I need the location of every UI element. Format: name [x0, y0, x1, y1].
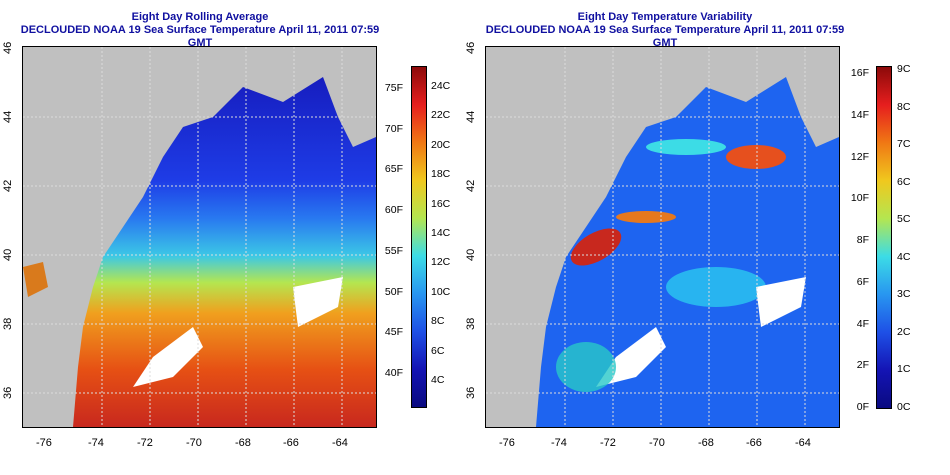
right-title-line1: Eight Day Temperature Variability [577, 11, 753, 23]
left-colorbar-c-label: 24C [431, 80, 451, 92]
right-colorbar-f-label: 4F [856, 317, 869, 330]
lat-tick: 38 [465, 317, 477, 330]
right-colorbar-f-label: 8F [856, 234, 869, 246]
left-colorbar-c-label: 6C [431, 344, 445, 357]
lon-tick: -66 [746, 437, 762, 449]
right-colorbar-f-label: 6F [856, 275, 869, 288]
lon-tick: -76 [36, 437, 52, 449]
lon-tick: -72 [137, 437, 153, 449]
right-colorbar-c-label: 6C [897, 175, 911, 188]
right-colorbar-f-label: 12F [850, 150, 869, 163]
lon-tick: -74 [88, 437, 104, 449]
lat-tick: 46 [465, 41, 477, 54]
lat-tick: 38 [2, 317, 14, 330]
lon-tick: -70 [649, 437, 665, 449]
left-colorbar-f-label: 55F [384, 244, 403, 257]
left-colorbar-c-label: 22C [431, 109, 451, 122]
right-colorbar-c-label: 4C [897, 250, 911, 263]
left-colorbar-c-label: 4C [431, 374, 445, 386]
lat-tick: 44 [2, 110, 14, 123]
left-title-line1: Eight Day Rolling Average [131, 11, 269, 23]
left-colorbar-c-label: 16C [431, 197, 451, 210]
lon-tick: -64 [795, 437, 811, 449]
lat-tick: 40 [2, 248, 14, 261]
right-variability-map [485, 46, 840, 428]
left-colorbar [411, 66, 427, 408]
lat-tick: 36 [2, 386, 14, 399]
lon-tick: -68 [698, 437, 714, 449]
left-colorbar-c-label: 20C [431, 138, 451, 151]
right-colorbar-f-label: 16F [850, 67, 869, 79]
left-colorbar-f-label: 45F [384, 326, 403, 339]
right-colorbar-f-label: 2F [856, 359, 869, 372]
left-colorbar-c-label: 8C [431, 315, 445, 328]
lat-tick: 40 [465, 248, 477, 261]
left-colorbar-c-label: 14C [431, 227, 451, 239]
right-colorbar-f-label: 10F [850, 192, 869, 205]
lon-tick: -72 [600, 437, 616, 449]
lon-tick: -66 [283, 437, 299, 449]
left-colorbar-c-label: 10C [431, 285, 451, 298]
left-colorbar-f-label: 40F [384, 367, 403, 379]
left-colorbar-f-label: 60F [384, 204, 403, 217]
lat-tick: 44 [465, 110, 477, 123]
lat-tick: 46 [2, 41, 14, 54]
right-colorbar [876, 66, 892, 409]
right-colorbar-c-label: 8C [897, 100, 911, 113]
right-colorbar-f-label: 14F [850, 108, 869, 121]
lon-tick: -70 [186, 437, 202, 449]
right-colorbar-c-label: 7C [897, 138, 911, 151]
lat-tick: 42 [2, 179, 14, 192]
left-colorbar-c-label: 18C [431, 168, 451, 181]
left-sst-map [22, 46, 377, 428]
lon-tick: -74 [551, 437, 567, 449]
left-colorbar-f-label: 65F [384, 163, 403, 176]
right-colorbar-c-label: 1C [897, 363, 911, 376]
lat-tick: 36 [465, 386, 477, 399]
left-colorbar-f-label: 75F [384, 82, 403, 94]
lat-tick: 42 [465, 179, 477, 192]
lon-tick: -64 [332, 437, 348, 449]
right-colorbar-c-label: 5C [897, 213, 911, 226]
lon-tick: -76 [499, 437, 515, 449]
left-colorbar-f-label: 50F [384, 285, 403, 298]
right-colorbar-c-label: 0C [897, 401, 911, 413]
right-colorbar-c-label: 9C [897, 63, 911, 75]
lon-tick: -68 [235, 437, 251, 449]
right-colorbar-f-label: 0F [856, 401, 869, 413]
right-colorbar-c-label: 2C [897, 325, 911, 338]
right-colorbar-c-label: 3C [897, 288, 911, 301]
left-colorbar-c-label: 12C [431, 256, 451, 269]
left-colorbar-f-label: 70F [384, 122, 403, 135]
